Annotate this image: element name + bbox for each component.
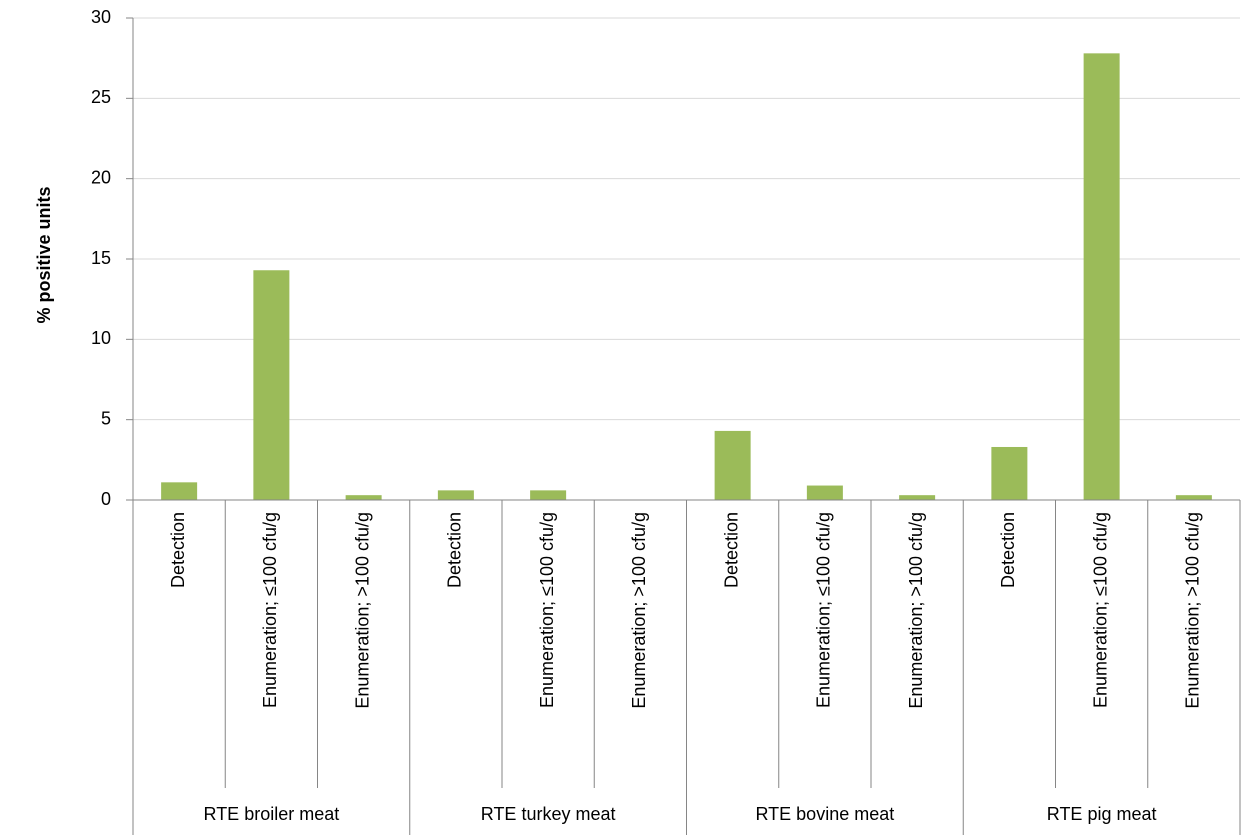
bar [899, 495, 936, 500]
y-tick-label: 25 [91, 87, 111, 107]
x-tick-label: Enumeration; ≤100 cfu/g [260, 512, 280, 708]
bar [1175, 495, 1212, 500]
group-label: RTE bovine meat [756, 804, 895, 824]
y-tick-label: 15 [91, 248, 111, 268]
y-tick-label: 5 [101, 408, 111, 428]
x-tick-label: Enumeration; ≤100 cfu/g [537, 512, 557, 708]
bar [530, 490, 567, 500]
group-label: RTE pig meat [1047, 804, 1157, 824]
x-tick-label: Detection [445, 512, 465, 588]
y-tick-label: 0 [101, 489, 111, 509]
bar [161, 482, 198, 500]
x-tick-label: Enumeration; >100 cfu/g [352, 512, 372, 709]
bar [1083, 53, 1120, 500]
bar [253, 270, 290, 500]
y-axis-label: % positive units [34, 186, 54, 323]
y-tick-label: 30 [91, 7, 111, 27]
group-label: RTE broiler meat [204, 804, 340, 824]
group-label: RTE turkey meat [481, 804, 616, 824]
bar [806, 485, 843, 500]
y-tick-label: 20 [91, 167, 111, 187]
x-tick-label: Enumeration; ≤100 cfu/g [1090, 512, 1110, 708]
x-tick-label: Detection [168, 512, 188, 588]
x-tick-label: Detection [998, 512, 1018, 588]
bar [345, 495, 382, 500]
bar [437, 490, 474, 500]
x-tick-label: Detection [721, 512, 741, 588]
bar [991, 446, 1028, 500]
x-tick-label: Enumeration; >100 cfu/g [1183, 512, 1203, 709]
x-tick-label: Enumeration; ≤100 cfu/g [814, 512, 834, 708]
bar [714, 430, 751, 500]
x-tick-label: Enumeration; >100 cfu/g [629, 512, 649, 709]
y-tick-label: 10 [91, 328, 111, 348]
x-tick-label: Enumeration; >100 cfu/g [906, 512, 926, 709]
